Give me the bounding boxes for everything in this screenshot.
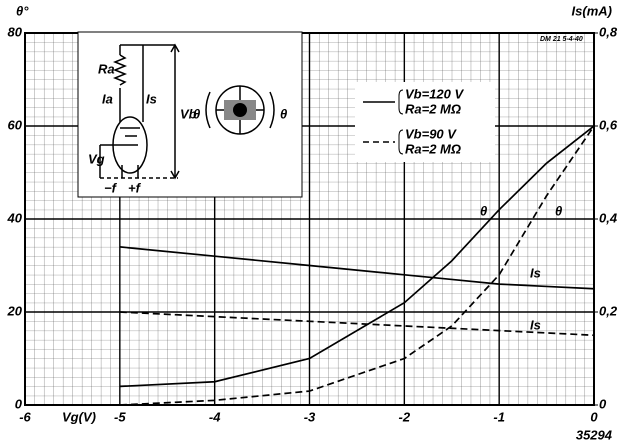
x-tick-label: -3 (304, 409, 316, 424)
inset-box (77, 31, 303, 198)
inset-label: Is (146, 91, 157, 106)
inset-label: −f (104, 180, 118, 195)
y2-tick-label: 0,2 (599, 303, 618, 318)
stamp: DM 21 5-4-40 (540, 36, 583, 43)
inset-label: +f (128, 180, 142, 195)
legend-label: Ra=2 MΩ (405, 141, 461, 156)
x-axis-label: Vg(V) (62, 409, 96, 424)
inset-label: Ra (98, 61, 115, 76)
inset-label: Ia (102, 91, 113, 106)
x-tick-label: -1 (493, 409, 505, 424)
y2-tick-label: 0,6 (599, 117, 618, 132)
x-tick-label: -5 (114, 409, 126, 424)
inset-label: θ (193, 106, 200, 121)
y-tick-label: 0 (15, 396, 23, 411)
x-tick-label: 0 (590, 409, 598, 424)
y2-tick-label: 0,8 (599, 24, 618, 39)
legend-brace (398, 129, 404, 155)
figure-number: 35294 (576, 427, 613, 442)
curve-label: Is (530, 317, 541, 332)
schematic (99, 43, 275, 180)
y-tick-label: 80 (8, 24, 23, 39)
legend-label: Vb=120 V (405, 86, 465, 101)
x-tick-label: -6 (19, 409, 31, 424)
cathode-cap (233, 103, 247, 117)
legend-label: Vb=90 V (405, 126, 457, 141)
inset-label: Vg (88, 151, 105, 166)
legend-box (355, 82, 495, 162)
curve-label: θ (480, 203, 487, 218)
legend-label: Ra=2 MΩ (405, 101, 461, 116)
legend-brace (398, 89, 404, 115)
y2-tick-label: 0,4 (599, 210, 618, 225)
x-tick-label: -4 (209, 409, 221, 424)
inset-label: Vb (180, 106, 197, 121)
y-tick-label: 40 (7, 210, 23, 225)
inset-diagram: Ra Ia Is Vb Vg −f +f θ θ (77, 31, 303, 198)
series-line (119, 125, 595, 388)
curve-label: Is (530, 265, 541, 280)
y2-tick-label: 0 (599, 396, 607, 411)
y2-axis-label: Is(mA) (572, 3, 612, 18)
curve-label: θ (555, 203, 562, 218)
series-line (119, 311, 595, 337)
y-axis-label: θ° (16, 3, 29, 18)
x-tick-label: -2 (399, 409, 411, 424)
inset-label: θ (280, 106, 287, 121)
series-line (119, 125, 595, 406)
y-tick-label: 20 (7, 303, 23, 318)
y-tick-label: 60 (8, 117, 23, 132)
series-line (119, 246, 595, 290)
